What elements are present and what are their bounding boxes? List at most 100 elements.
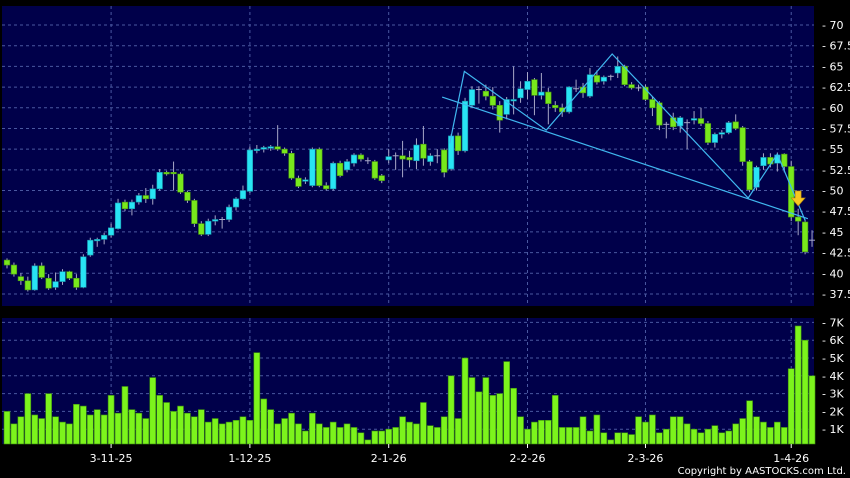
candle-body [205,220,212,235]
candle [663,121,670,139]
candle [607,74,614,81]
candle [219,217,226,229]
volume-tick-label: - 7K [822,316,844,329]
candle [295,175,302,189]
candle-body [316,148,323,186]
candle-body [114,202,122,229]
volume-bar [801,339,809,445]
volume-bar [524,428,531,445]
candle-body [94,239,101,242]
date-tick-label: 2-1-26 [371,452,407,465]
volume-bar [704,428,712,445]
candle [628,82,635,90]
candle-body [128,201,136,210]
candle [503,97,510,120]
candle-body [420,143,427,159]
candle-body [10,264,18,275]
candle [573,79,580,93]
volume-bar [198,409,205,445]
volume-bar [329,421,337,445]
candle [649,96,656,117]
candle-body [503,99,510,115]
volume-bar [336,427,344,445]
candle-body [524,80,531,90]
candle [704,121,712,146]
candle [385,149,392,164]
candle-body [274,146,281,150]
volume-bar [510,387,517,445]
candle-body [73,277,80,288]
volume-bar [413,423,420,445]
volume-bar [454,418,462,445]
candle [330,161,337,191]
volume-bar [135,412,143,445]
candle [364,157,371,165]
candle-body [142,195,149,200]
price-tick-label: - 60 [822,102,843,115]
axes: - 37.5 - 40 - 42.5 - 45 - 47.5 - 50 - 52.5 - 55… [90,19,850,465]
candle [274,125,281,151]
candle [378,173,385,184]
candle-body [697,118,705,124]
candle-body [232,198,240,208]
volume-bar [204,421,212,445]
candle [302,177,309,184]
volume-bar [406,421,413,445]
volume-bar [669,416,677,445]
volume-bar [600,432,608,445]
date-tick-label: 1-12-25 [228,452,271,465]
candle-body [302,179,309,182]
volume-bar [420,402,427,445]
candle-body [149,188,156,200]
volume-bar [489,395,497,445]
candle [545,87,552,125]
candle [413,138,420,170]
candle-body [586,74,594,97]
volume-bar [461,357,469,445]
volume-bar [10,423,18,445]
candle [718,130,725,139]
candle [496,101,503,133]
candle-body [628,84,635,89]
candle [684,119,691,150]
volume-bar [753,416,760,445]
candle-body [267,146,274,149]
candle-body [135,195,142,203]
volume-bar [177,405,184,445]
volume-bar [184,412,191,445]
volume-bar [31,414,39,445]
candle-body [448,135,455,170]
candle [24,276,31,292]
candle [239,185,247,200]
copyright-text: Copyright by AASTOCKS.com Ltd. [678,466,846,477]
candle [253,145,260,154]
candle [156,169,163,191]
volume-bar [662,428,670,445]
candle [198,221,205,237]
candle-body [489,95,496,106]
candle-body [3,259,11,266]
candle [149,184,156,205]
volume-bar [482,377,490,445]
volume-bar [399,416,406,445]
candle [87,237,94,257]
candle-body [795,216,802,222]
candle-body [510,99,517,102]
candle [371,159,378,180]
volume-bar [86,414,94,445]
candle-body [281,148,288,154]
candle [31,263,38,291]
candle-body [552,104,559,109]
candle-body [746,161,753,191]
candle-body [163,172,170,175]
candle [80,254,87,289]
volume-bar [253,352,261,445]
candle [225,204,233,222]
candle [725,121,732,135]
candle [108,223,115,238]
date-tick-label: 1-4-26 [773,452,809,465]
volume-bar [73,403,80,445]
candle-body [718,132,725,135]
volume-bar [364,439,372,445]
volume-bar [232,419,240,445]
